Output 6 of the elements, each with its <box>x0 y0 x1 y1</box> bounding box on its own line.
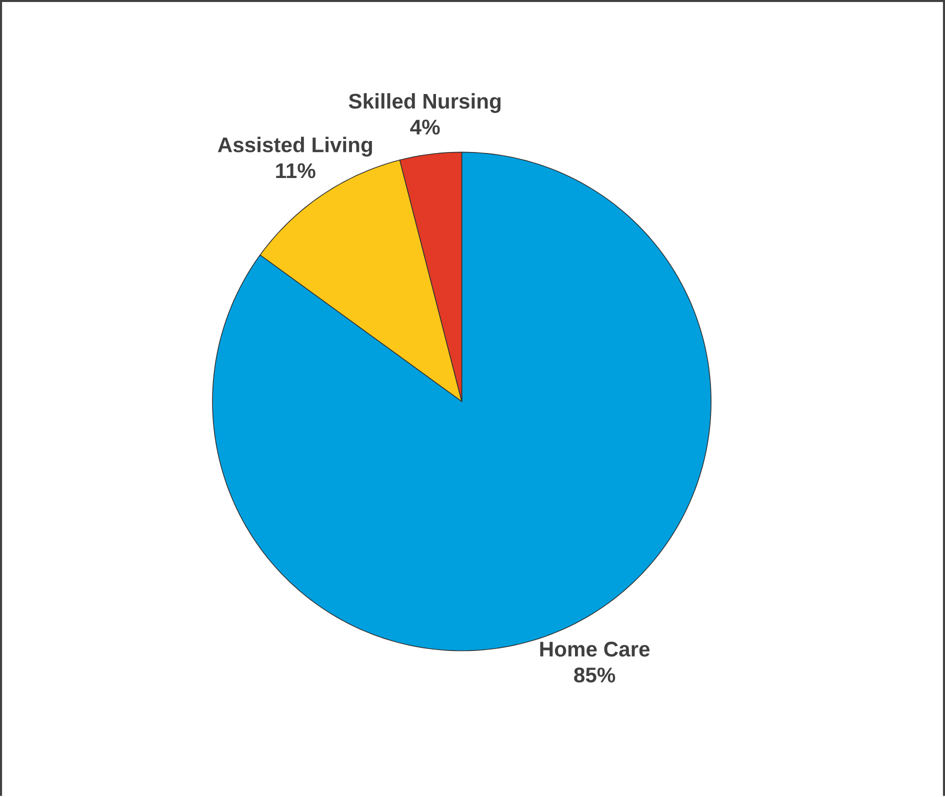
data-label: 4% <box>410 120 440 135</box>
data-label: 11% <box>276 163 316 178</box>
slice-label: Assisted Living <box>218 136 372 157</box>
data-label: 85% <box>574 668 616 683</box>
slice-label: Skilled Nursing <box>348 93 501 114</box>
slice-label: Home Care <box>540 642 650 657</box>
